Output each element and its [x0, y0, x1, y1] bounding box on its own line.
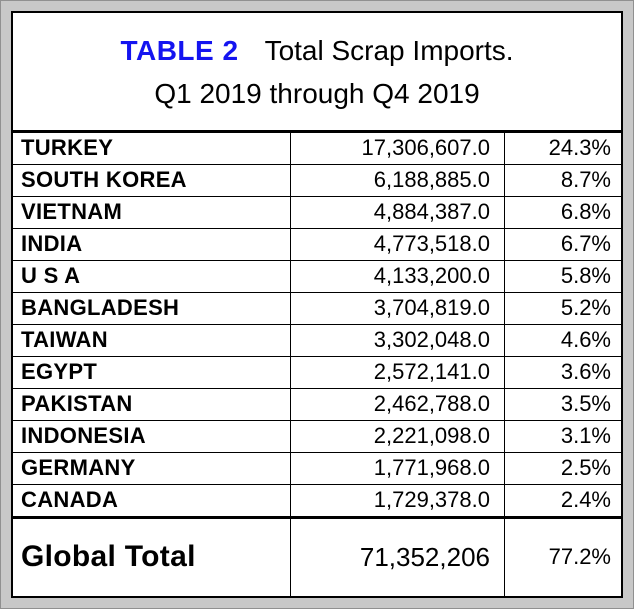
value-cell: 3,302,048.0 — [291, 324, 505, 356]
table-frame: TABLE 2 Total Scrap Imports. Q1 2019 thro… — [11, 11, 623, 598]
pct-cell: 24.3% — [548, 135, 611, 161]
value-cell: 3,704,819.0 — [291, 292, 505, 324]
total-label: Global Total — [13, 518, 291, 596]
pct-cell: 6.8% — [560, 199, 611, 225]
table-row: EGYPT 2,572,141.0 3.6% — [13, 356, 621, 389]
country-cell: PAKISTAN — [13, 388, 291, 420]
table-row: INDONESIA 2,221,098.0 3.1% — [13, 420, 621, 453]
table-body: TURKEY 17,306,607.0 24.3% SOUTH KOREA 6,188,… — [13, 132, 621, 517]
value-cell: 17,306,607.0 — [291, 132, 505, 164]
table-number-label: TABLE 2 — [120, 35, 239, 66]
value-cell: 1,729,378.0 — [291, 484, 505, 516]
table-title: Total Scrap Imports. — [264, 35, 514, 66]
table-row: PAKISTAN 2,462,788.0 3.5% — [13, 388, 621, 421]
table-row: BANGLADESH 3,704,819.0 5.2% — [13, 292, 621, 325]
pct-cell: 8.7% — [560, 167, 611, 193]
value-cell: 2,221,098.0 — [291, 420, 505, 452]
table-row: U S A 4,133,200.0 5.8% — [13, 260, 621, 293]
table-row: GERMANY 1,771,968.0 2.5% — [13, 452, 621, 485]
table-row: CANADA 1,729,378.0 2.4% — [13, 484, 621, 517]
table-row: TAIWAN 3,302,048.0 4.6% — [13, 324, 621, 357]
country-cell: VIETNAM — [13, 196, 291, 228]
value-cell: 1,771,968.0 — [291, 452, 505, 484]
pct-cell: 3.6% — [560, 359, 611, 385]
value-cell: 2,572,141.0 — [291, 356, 505, 388]
total-row: Global Total 71,352,206 77.2% — [13, 516, 621, 596]
country-cell: U S A — [13, 260, 291, 292]
value-cell: 6,188,885.0 — [291, 164, 505, 196]
country-cell: INDONESIA — [13, 420, 291, 452]
value-cell: 4,133,200.0 — [291, 260, 505, 292]
country-cell: CANADA — [13, 484, 291, 516]
country-cell: BANGLADESH — [13, 292, 291, 324]
total-pct: 77.2% — [548, 544, 611, 570]
value-cell: 2,462,788.0 — [291, 388, 505, 420]
pct-cell: 3.1% — [560, 423, 611, 449]
pct-cell: 4.6% — [560, 327, 611, 353]
table-subtitle: Q1 2019 through Q4 2019 — [154, 78, 480, 110]
pct-cell: 5.8% — [560, 263, 611, 289]
country-cell: SOUTH KOREA — [13, 164, 291, 196]
table-row: VIETNAM 4,884,387.0 6.8% — [13, 196, 621, 229]
value-cell: 4,773,518.0 — [291, 228, 505, 260]
total-value: 71,352,206 — [291, 518, 505, 596]
pct-cell: 5.2% — [560, 295, 611, 321]
table-row: SOUTH KOREA 6,188,885.0 8.7% — [13, 164, 621, 197]
table-header: TABLE 2 Total Scrap Imports. Q1 2019 thro… — [13, 13, 621, 133]
country-cell: TURKEY — [13, 132, 291, 164]
table-row: INDIA 4,773,518.0 6.7% — [13, 228, 621, 261]
country-cell: EGYPT — [13, 356, 291, 388]
country-cell: TAIWAN — [13, 324, 291, 356]
country-cell: GERMANY — [13, 452, 291, 484]
table-row: TURKEY 17,306,607.0 24.3% — [13, 132, 621, 165]
value-cell: 4,884,387.0 — [291, 196, 505, 228]
pct-cell: 6.7% — [560, 231, 611, 257]
pct-cell: 3.5% — [560, 391, 611, 417]
title-line: TABLE 2 Total Scrap Imports. — [19, 29, 615, 72]
pct-cell: 2.5% — [560, 455, 611, 481]
pct-cell: 2.4% — [560, 487, 611, 513]
country-cell: INDIA — [13, 228, 291, 260]
